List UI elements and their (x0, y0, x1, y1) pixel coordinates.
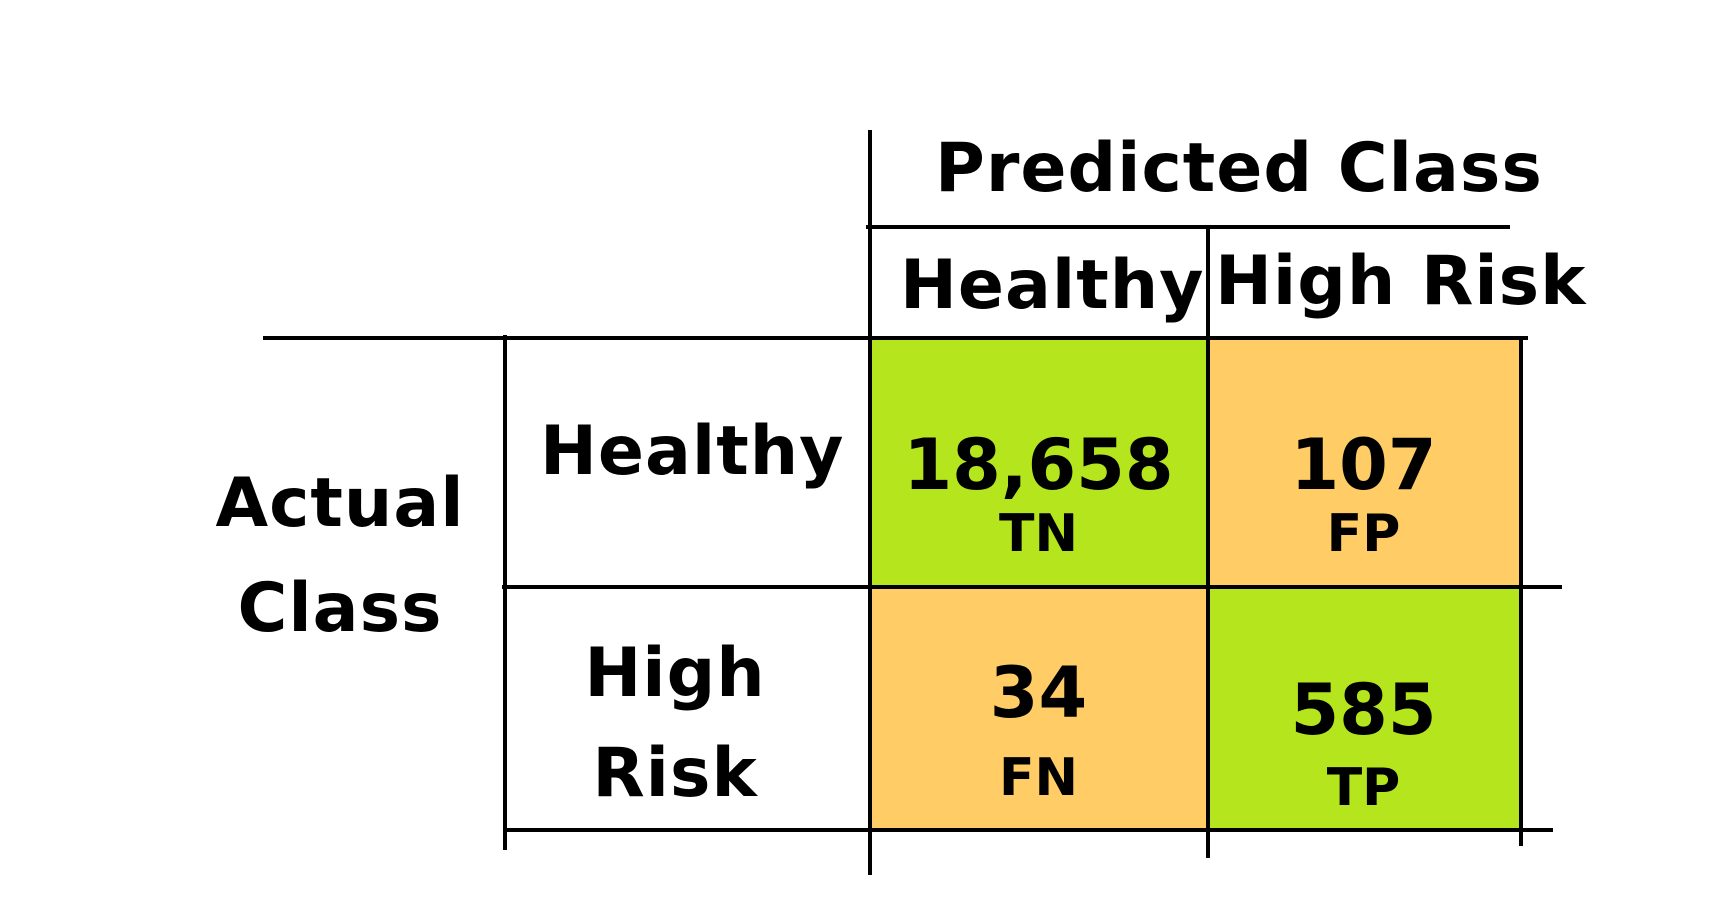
actual-class-title-line2: Class (237, 569, 443, 648)
cell-tn (870, 340, 1207, 585)
divider-vertical-rowlabels (503, 335, 507, 850)
row-label-high-risk-line2: Risk (592, 734, 758, 813)
cell-tp-abbr: TP (1326, 758, 1401, 818)
cell-tp-value: 585 (1290, 669, 1437, 751)
cell-fn-abbr: FN (998, 748, 1079, 808)
cell-tn-abbr: TN (999, 504, 1078, 564)
divider-header-underline (866, 225, 1510, 229)
cell-fp (1207, 340, 1520, 585)
divider-top-row (263, 336, 1528, 340)
cell-fp-abbr: FP (1326, 504, 1401, 564)
cell-fn (870, 588, 1207, 828)
predicted-class-title: Predicted Class (935, 129, 1543, 208)
cell-fp-value: 107 (1290, 424, 1437, 506)
cell-fn-value: 34 (989, 652, 1088, 734)
divider-middle-row (502, 585, 1562, 589)
actual-class-title-line1: Actual (215, 464, 465, 543)
divider-bottom-row (503, 828, 1553, 832)
cell-tn-value: 18,658 (903, 424, 1174, 506)
divider-vertical-columns (1206, 228, 1210, 858)
cell-tp (1207, 588, 1520, 828)
divider-vertical-main (868, 130, 872, 875)
divider-vertical-right (1519, 336, 1523, 846)
column-label-healthy: Healthy (900, 246, 1205, 325)
row-label-healthy: Healthy (540, 412, 845, 491)
column-label-high-risk: High Risk (1215, 242, 1587, 321)
row-label-high-risk-line1: High (584, 634, 766, 713)
